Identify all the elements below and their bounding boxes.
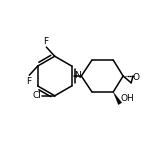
Text: OH: OH: [121, 94, 135, 103]
Text: Cl: Cl: [32, 91, 41, 100]
Text: F: F: [26, 77, 31, 86]
Text: O: O: [133, 73, 140, 82]
Text: F: F: [43, 37, 48, 46]
Text: N: N: [74, 71, 81, 81]
Polygon shape: [113, 92, 122, 105]
